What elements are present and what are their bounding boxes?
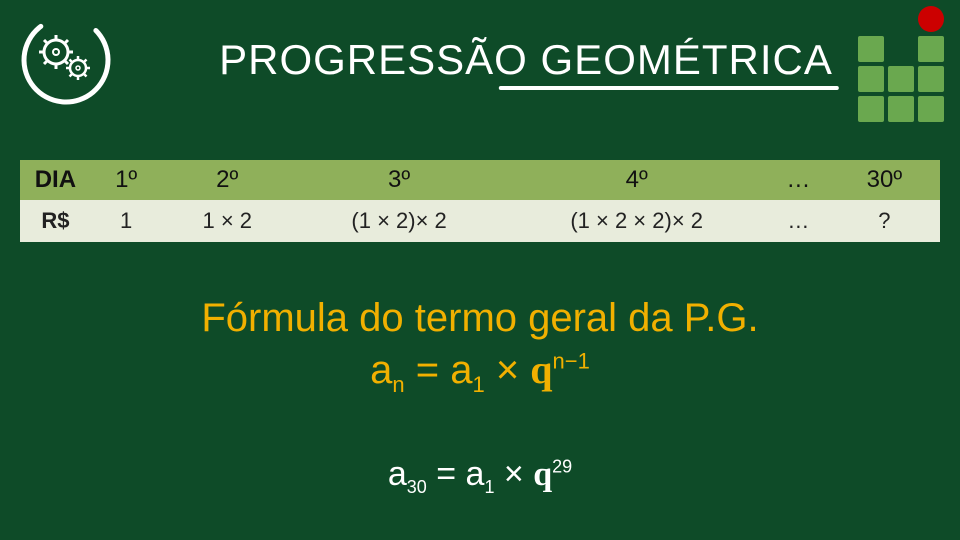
table: DIA1º2º3º4º…30º R$11 × 2(1 × 2)× 2(1 × 2… bbox=[20, 160, 940, 242]
table-cell: ? bbox=[829, 200, 940, 242]
table-cell: … bbox=[768, 200, 829, 242]
title-text: PROGRESSÃO GEOMÉTRICA bbox=[219, 36, 833, 83]
table-cell: (1 × 2)× 2 bbox=[293, 200, 505, 242]
table-cell: 1 bbox=[91, 200, 162, 242]
grid-cell bbox=[918, 6, 944, 32]
table-header-cell: 4º bbox=[505, 160, 768, 200]
table-header-cell: … bbox=[768, 160, 829, 200]
grid-cell bbox=[888, 66, 914, 92]
grid-cell bbox=[918, 36, 944, 62]
table-header-row: DIA1º2º3º4º…30º bbox=[20, 160, 940, 200]
progression-table: DIA1º2º3º4º…30º R$11 × 2(1 × 2)× 2(1 × 2… bbox=[20, 160, 940, 242]
grid-cell bbox=[888, 96, 914, 122]
grid-cell bbox=[858, 36, 884, 62]
grid-cell bbox=[858, 6, 884, 32]
table-header-cell: 30º bbox=[829, 160, 940, 200]
table-row: R$11 × 2(1 × 2)× 2(1 × 2 × 2)× 2…? bbox=[20, 200, 940, 242]
page-title: PROGRESSÃO GEOMÉTRICA bbox=[112, 36, 940, 84]
brand-grid-icon bbox=[858, 6, 944, 122]
grid-cell bbox=[888, 6, 914, 32]
formula-instance-equation: a30 = a1 × q29 bbox=[0, 455, 960, 498]
table-cell: (1 × 2 × 2)× 2 bbox=[505, 200, 768, 242]
table-header-label: DIA bbox=[20, 160, 91, 200]
table-header-cell: 2º bbox=[162, 160, 293, 200]
table-row-label: R$ bbox=[20, 200, 91, 242]
grid-cell bbox=[918, 96, 944, 122]
table-header-cell: 3º bbox=[293, 160, 505, 200]
title-underline bbox=[499, 86, 839, 90]
formula-title: Fórmula do termo geral da P.G. bbox=[0, 292, 960, 344]
grid-cell bbox=[858, 66, 884, 92]
formula-general-equation: an = a1 × qn−1 bbox=[0, 344, 960, 400]
header: PROGRESSÃO GEOMÉTRICA bbox=[0, 0, 960, 110]
grid-cell bbox=[918, 66, 944, 92]
table-cell: 1 × 2 bbox=[162, 200, 293, 242]
table-header-cell: 1º bbox=[91, 160, 162, 200]
formula-general: Fórmula do termo geral da P.G. an = a1 ×… bbox=[0, 292, 960, 400]
grid-cell bbox=[858, 96, 884, 122]
grid-cell bbox=[888, 36, 914, 62]
gear-icon bbox=[20, 14, 112, 106]
